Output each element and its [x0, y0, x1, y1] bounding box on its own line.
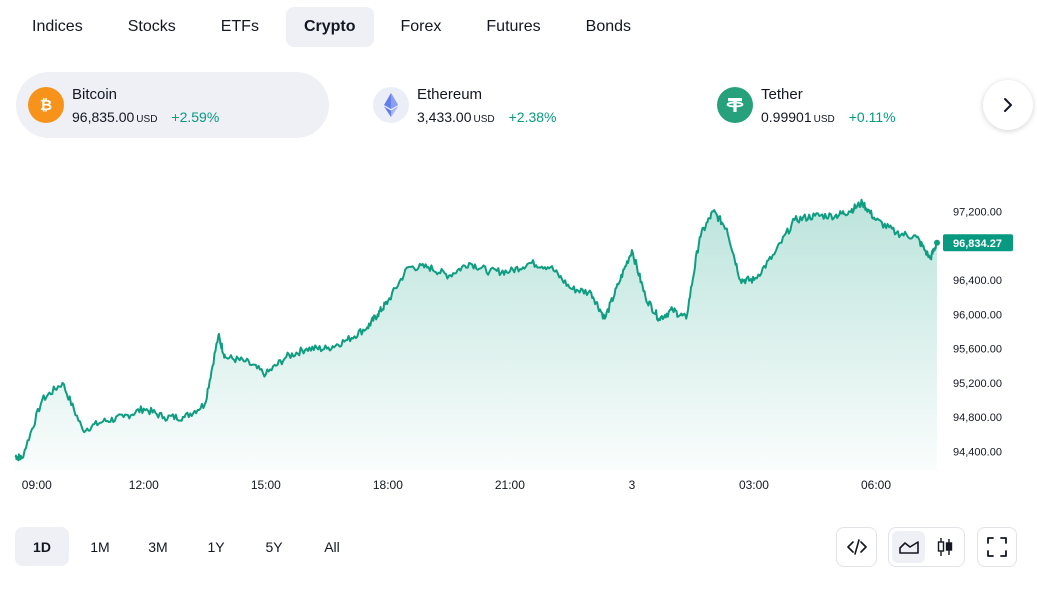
x-tick-label: 18:00	[373, 478, 403, 492]
range-all[interactable]: All	[324, 538, 340, 555]
ticker-bitcoin[interactable]: ₿ Bitcoin 96,835.00 USD +2.59%	[16, 72, 329, 138]
price-chart-svg: 97,200.0096,800.0096,400.0096,000.0095,6…	[14, 198, 1013, 492]
x-tick-label: 06:00	[861, 478, 891, 492]
ethereum-icon	[373, 87, 409, 123]
x-tick-label: 03:00	[739, 478, 769, 492]
tab-etfs[interactable]: ETFs	[220, 18, 259, 35]
ticker-price: 0.99901	[761, 108, 812, 125]
tab-stocks[interactable]: Stocks	[127, 18, 176, 35]
candlestick-button[interactable]	[928, 531, 961, 563]
ticker-name: Ethereum	[417, 85, 483, 103]
range-5y[interactable]: 5Y	[265, 538, 283, 555]
tab-crypto[interactable]: Crypto	[285, 7, 374, 47]
bitcoin-icon: ₿	[28, 87, 64, 123]
range-1d[interactable]: 1D	[15, 527, 69, 566]
x-tick-label: 09:00	[22, 478, 52, 492]
y-tick-label: 95,600.00	[953, 344, 1002, 356]
ticker-ethereum[interactable]: Ethereum 3,433.00 USD +2.38%	[361, 72, 661, 138]
price-chart[interactable]: 97,200.0096,800.0096,400.0096,000.0095,6…	[0, 160, 1037, 500]
embed-button[interactable]	[836, 527, 877, 567]
y-tick-label: 97,200.00	[953, 206, 1002, 218]
ticker-name: Tether	[761, 85, 803, 103]
tether-icon	[717, 87, 753, 123]
y-tick-label: 96,400.00	[953, 275, 1002, 287]
market-tabs: Indices Stocks ETFs Crypto Forex Futures…	[14, 7, 658, 47]
y-tick-label: 96,000.00	[953, 309, 1002, 321]
ticker-name: Bitcoin	[72, 85, 118, 103]
ticker-tether[interactable]: Tether 0.99901 USD +0.11%	[705, 72, 965, 138]
y-axis: 97,200.0096,800.0096,400.0096,000.0095,6…	[953, 206, 1002, 458]
area-chart-icon	[898, 541, 919, 554]
tab-bonds[interactable]: Bonds	[585, 18, 632, 35]
ticker-change: +0.11%	[848, 108, 896, 125]
ticker-unit: USD	[473, 113, 495, 125]
svg-text:₿: ₿	[40, 96, 52, 114]
range-selector: 1D 1M 3M 1Y 5Y All	[15, 527, 363, 566]
x-tick-label: 12:00	[129, 478, 159, 492]
price-line	[14, 198, 938, 462]
area-chart-button[interactable]	[892, 531, 925, 563]
current-price-label: 96,834.27	[943, 234, 1013, 252]
fullscreen-button[interactable]	[977, 527, 1017, 567]
y-tick-label: 95,200.00	[953, 378, 1002, 390]
code-icon	[846, 539, 867, 555]
next-tickers-button[interactable]	[983, 80, 1033, 130]
range-1m[interactable]: 1M	[90, 538, 110, 555]
x-tick-label: 21:00	[495, 478, 525, 492]
y-tick-label: 94,800.00	[953, 412, 1002, 424]
x-tick-label: 15:00	[251, 478, 281, 492]
tab-indices[interactable]: Indices	[32, 18, 83, 35]
fullscreen-icon	[987, 537, 1007, 557]
ticker-price: 3,433.00	[417, 108, 472, 125]
current-price-text: 96,834.27	[953, 238, 1002, 250]
x-axis: 09:00 12:00 15:00 18:00 21:00 3 03:00 06:00	[22, 478, 892, 492]
price-area-fill	[15, 199, 937, 471]
tab-futures[interactable]: Futures	[486, 18, 541, 35]
last-price-dot	[934, 239, 940, 246]
range-1y[interactable]: 1Y	[207, 538, 225, 555]
chevron-right-icon	[1004, 98, 1012, 112]
y-tick-label: 94,400.00	[953, 446, 1002, 458]
tab-forex[interactable]: Forex	[400, 18, 442, 35]
ticker-unit: USD	[813, 113, 835, 125]
ticker-change: +2.59%	[171, 108, 220, 125]
ticker-change: +2.38%	[508, 108, 557, 125]
chart-type-toggle	[888, 527, 965, 567]
ticker-price: 96,835.00	[72, 108, 135, 125]
candlestick-icon	[937, 538, 952, 556]
range-3m[interactable]: 3M	[148, 538, 168, 555]
ticker-unit: USD	[136, 113, 158, 125]
x-tick-label: 3	[629, 478, 636, 492]
